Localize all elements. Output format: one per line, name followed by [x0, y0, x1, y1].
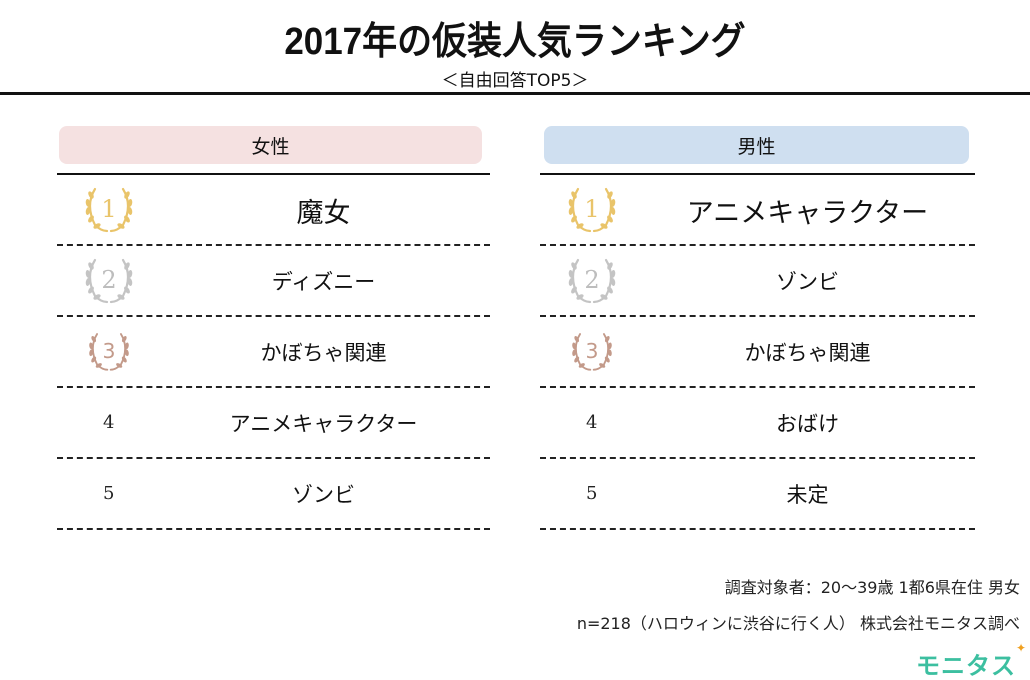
- ranking-row: 3 かぼちゃ関連: [540, 317, 975, 388]
- ranking-label: アニメキャラクター: [686, 198, 929, 229]
- ranking-label: 未定: [786, 483, 829, 507]
- svg-text:2: 2: [584, 266, 599, 294]
- silver-laurel-badge-icon: 2: [85, 258, 133, 304]
- silver-laurel-badge-icon: 2: [568, 258, 616, 304]
- female-ranking-panel: 女性 1 魔女: [57, 126, 490, 530]
- female-panel-header: 女性: [59, 126, 482, 164]
- svg-text:2: 2: [101, 266, 116, 294]
- monitas-logo: モニタス: [916, 652, 1016, 680]
- ranking-row: 3 かぼちゃ関連: [57, 317, 490, 388]
- gold-laurel-badge-icon: 1: [85, 187, 133, 233]
- ranking-row: 4 アニメキャラクター: [57, 388, 490, 459]
- rank-number: 5: [103, 483, 115, 504]
- svg-text:3: 3: [103, 339, 116, 363]
- svg-text:3: 3: [586, 339, 599, 363]
- rank-number: 5: [586, 483, 598, 504]
- ranking-label: かぼちゃ関連: [260, 341, 387, 365]
- ranking-label: かぼちゃ関連: [744, 341, 871, 365]
- survey-subjects-note: 調査対象者：20〜39歳 1都6県在住 男女: [724, 578, 1020, 597]
- male-ranking-panel: 男性 1 アニメキャラクター: [540, 126, 975, 530]
- header-divider: [57, 173, 490, 175]
- ranking-row: 1 魔女: [57, 175, 490, 246]
- page-title: 2017年の仮装人気ランキング: [284, 21, 746, 63]
- ranking-label: ディズニー: [271, 270, 376, 294]
- ranking-row: 5 ゾンビ: [57, 459, 490, 530]
- gold-laurel-badge-icon: 1: [568, 187, 616, 233]
- page-subtitle: ＜自由回答TOP5＞: [441, 71, 589, 91]
- ranking-row: 5 未定: [540, 459, 975, 530]
- ranking-row: 1 アニメキャラクター: [540, 175, 975, 246]
- ranking-label: アニメキャラクター: [229, 412, 418, 436]
- svg-text:1: 1: [584, 195, 599, 223]
- rank-number: 4: [103, 412, 115, 433]
- svg-text:1: 1: [101, 195, 116, 223]
- bronze-laurel-badge-icon: 3: [89, 333, 129, 371]
- title-divider: [0, 92, 1030, 95]
- rank-number: 4: [586, 412, 598, 433]
- bronze-laurel-badge-icon: 3: [572, 333, 612, 371]
- survey-source-note: n=218（ハロウィンに渋谷に行く人） 株式会社モニタス調べ: [576, 614, 1020, 633]
- ranking-label: おばけ: [776, 412, 839, 436]
- ranking-row: 4 おばけ: [540, 388, 975, 459]
- ranking-label: 魔女: [296, 198, 351, 229]
- ranking-label: ゾンビ: [292, 483, 355, 507]
- sparkle-icon: ✦: [1015, 641, 1026, 655]
- ranking-label: ゾンビ: [776, 270, 839, 294]
- ranking-row: 2 ディズニー: [57, 246, 490, 317]
- header-divider: [540, 173, 975, 175]
- male-panel-header: 男性: [544, 126, 969, 164]
- ranking-row: 2 ゾンビ: [540, 246, 975, 317]
